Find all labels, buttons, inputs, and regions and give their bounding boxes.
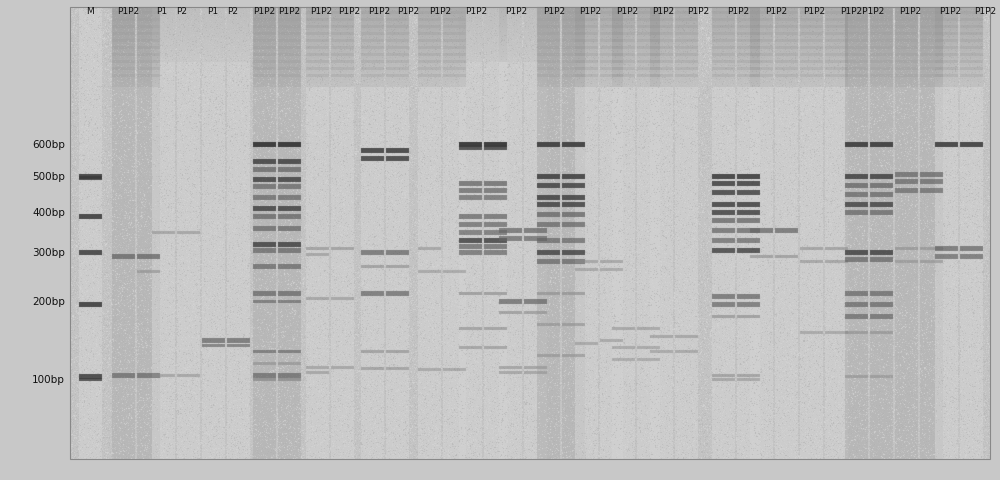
Text: P1P2: P1P2	[543, 8, 565, 16]
Text: P1P2: P1P2	[117, 8, 139, 16]
Text: P1P2: P1P2	[310, 8, 332, 16]
Text: P1: P1	[207, 8, 219, 16]
Text: 500bp: 500bp	[32, 172, 65, 181]
Text: P1P2: P1P2	[397, 8, 419, 16]
Text: P1P2: P1P2	[939, 8, 961, 16]
Text: P1P2: P1P2	[616, 8, 638, 16]
Text: M: M	[86, 8, 94, 16]
Text: P2: P2	[176, 8, 188, 16]
Text: P1P2: P1P2	[368, 8, 390, 16]
Text: P1P2: P1P2	[253, 8, 275, 16]
Text: P1P2: P1P2	[974, 8, 996, 16]
Text: 400bp: 400bp	[32, 207, 65, 217]
Text: P1P2: P1P2	[727, 8, 749, 16]
Text: P2: P2	[228, 8, 239, 16]
Text: P1P2: P1P2	[765, 8, 787, 16]
Text: P1P2: P1P2	[429, 8, 451, 16]
Text: P1P2: P1P2	[899, 8, 921, 16]
Text: 100bp: 100bp	[32, 374, 65, 384]
Text: 600bp: 600bp	[32, 140, 65, 150]
Text: P1P2: P1P2	[803, 8, 825, 16]
Text: P1P2: P1P2	[465, 8, 487, 16]
Text: P1P2: P1P2	[278, 8, 300, 16]
Text: P1: P1	[156, 8, 168, 16]
Text: P1P2: P1P2	[579, 8, 601, 16]
Text: P1P2: P1P2	[652, 8, 674, 16]
Text: 300bp: 300bp	[32, 248, 65, 257]
Text: P1P2: P1P2	[687, 8, 709, 16]
Text: P1P2: P1P2	[338, 8, 360, 16]
Text: 200bp: 200bp	[32, 296, 65, 306]
Text: P1P2P1P2: P1P2P1P2	[840, 8, 884, 16]
Text: P1P2: P1P2	[505, 8, 527, 16]
